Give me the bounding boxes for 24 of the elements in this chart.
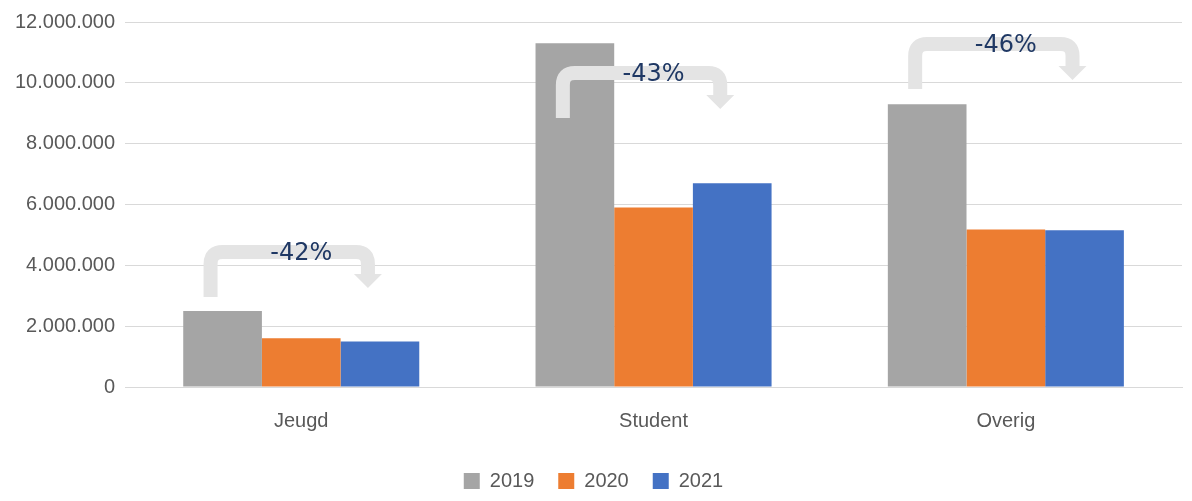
bar	[966, 229, 1046, 387]
legend-label: 2020	[584, 468, 629, 491]
y-tick-label: 2.000.000	[26, 313, 116, 336]
x-tick-label: Student	[619, 408, 689, 431]
bar	[183, 310, 262, 387]
bar	[614, 207, 693, 387]
y-tick-label: 10.000.000	[14, 70, 116, 93]
x-tick-label: Jeugd	[274, 408, 329, 431]
bar	[340, 341, 420, 387]
bar	[887, 104, 967, 387]
annotation: -42%	[270, 238, 333, 266]
legend-label: 2019	[489, 468, 535, 491]
bar	[261, 338, 341, 387]
x-tick-label: Overig	[976, 408, 1036, 431]
annotation: -43%	[622, 59, 685, 87]
y-tick-label: 12.000.000	[14, 9, 116, 32]
bar	[1045, 230, 1124, 387]
y-tick-label: 6.000.000	[26, 192, 116, 215]
y-tick-label: 8.000.000	[26, 131, 116, 154]
y-tick-label: 4.000.000	[26, 252, 116, 275]
y-tick-label: 0	[103, 374, 116, 397]
bar	[692, 183, 772, 387]
legend-label: 2021	[678, 468, 724, 491]
annotation: -46%	[974, 30, 1037, 58]
